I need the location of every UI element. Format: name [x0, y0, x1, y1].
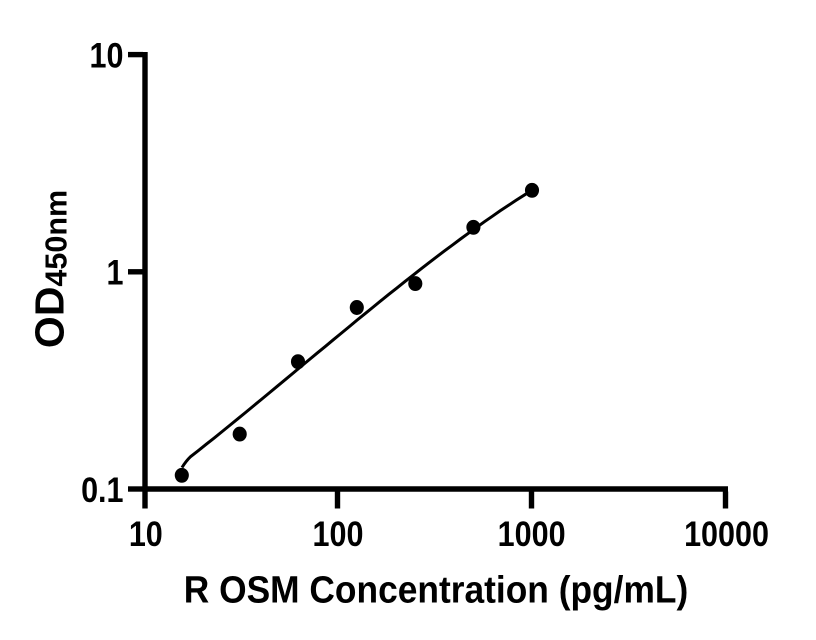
- svg-text:10000: 10000: [684, 515, 769, 555]
- svg-text:0.1: 0.1: [81, 471, 123, 511]
- svg-text:1: 1: [107, 253, 124, 293]
- svg-text:R OSM Concentration (pg/mL): R OSM Concentration (pg/mL): [184, 568, 688, 610]
- svg-text:100: 100: [313, 515, 364, 555]
- svg-text:1000: 1000: [498, 515, 566, 555]
- svg-text:10: 10: [129, 515, 163, 555]
- svg-text:10: 10: [90, 36, 124, 76]
